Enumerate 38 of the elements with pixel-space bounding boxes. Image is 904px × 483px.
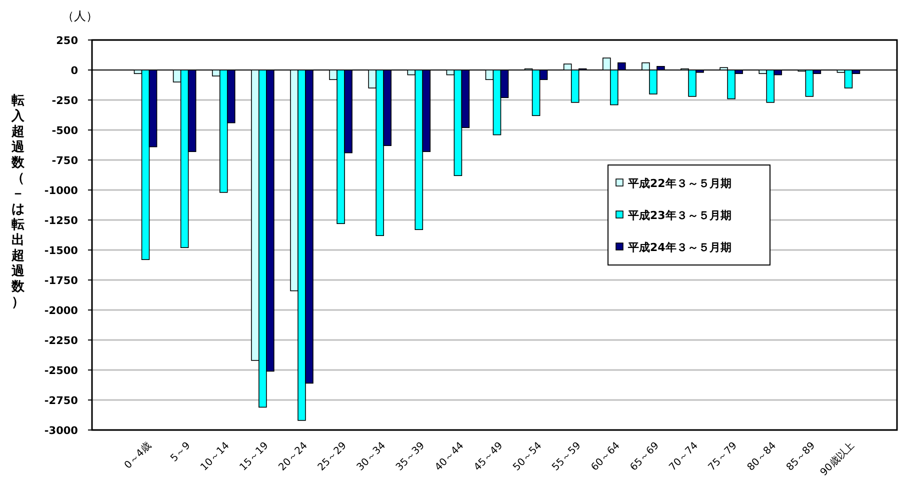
text: （人） — [62, 9, 98, 23]
y-tick-label: -1000 — [44, 185, 78, 197]
y-tick-label: 250 — [56, 35, 78, 47]
legend-label: 平成24年３～５月期 — [627, 241, 732, 254]
x-tick-label: 65～69 — [628, 440, 662, 474]
y-tick-label: -250 — [52, 95, 78, 107]
y-tick-label: -1250 — [44, 215, 78, 227]
x-tick-label: 45～49 — [472, 440, 506, 474]
x-tick-label: 55～59 — [550, 440, 584, 474]
legend-label: 平成22年３～５月期 — [627, 177, 732, 190]
y-tick-label: -2250 — [44, 335, 78, 347]
x-tick-label: 10～14 — [198, 440, 232, 474]
x-tick-label: 75～79 — [706, 440, 740, 474]
x-tick-label: 85～89 — [784, 440, 818, 474]
x-tick-label: 0～4歳 — [122, 440, 154, 472]
x-tick-label: 5～9 — [168, 440, 193, 464]
x-tick-label: 50～54 — [511, 440, 544, 474]
y-tick-label: -750 — [52, 155, 78, 167]
y-tick-label: -1750 — [44, 275, 78, 287]
x-tick-label: 60～64 — [589, 440, 622, 474]
x-tick-label: 80～84 — [746, 440, 778, 474]
y-tick-label: -500 — [52, 125, 78, 137]
x-tick-label: 25～29 — [316, 440, 349, 474]
y-tick-label: -1500 — [44, 245, 78, 257]
x-tick-label: 15～19 — [238, 440, 271, 474]
x-tick-label: 40～44 — [433, 440, 466, 474]
y-tick-label: -2500 — [44, 365, 78, 377]
x-tick-label: 20～24 — [277, 440, 310, 474]
y-axis-title: 転入超過数（－は転出超過数） — [12, 93, 24, 310]
x-tick-label: 90歳以上 — [818, 440, 857, 478]
y-tick-label: -2000 — [44, 305, 78, 317]
y-tick-label: 0 — [70, 65, 78, 77]
legend-label: 平成23年３～５月期 — [627, 209, 732, 222]
x-tick-label: 35～39 — [394, 440, 428, 474]
x-tick-label: 70～74 — [668, 440, 700, 474]
y-tick-label: -3000 — [44, 425, 78, 437]
x-tick-label: 30～34 — [355, 440, 388, 474]
y-tick-label: -2750 — [44, 395, 78, 407]
